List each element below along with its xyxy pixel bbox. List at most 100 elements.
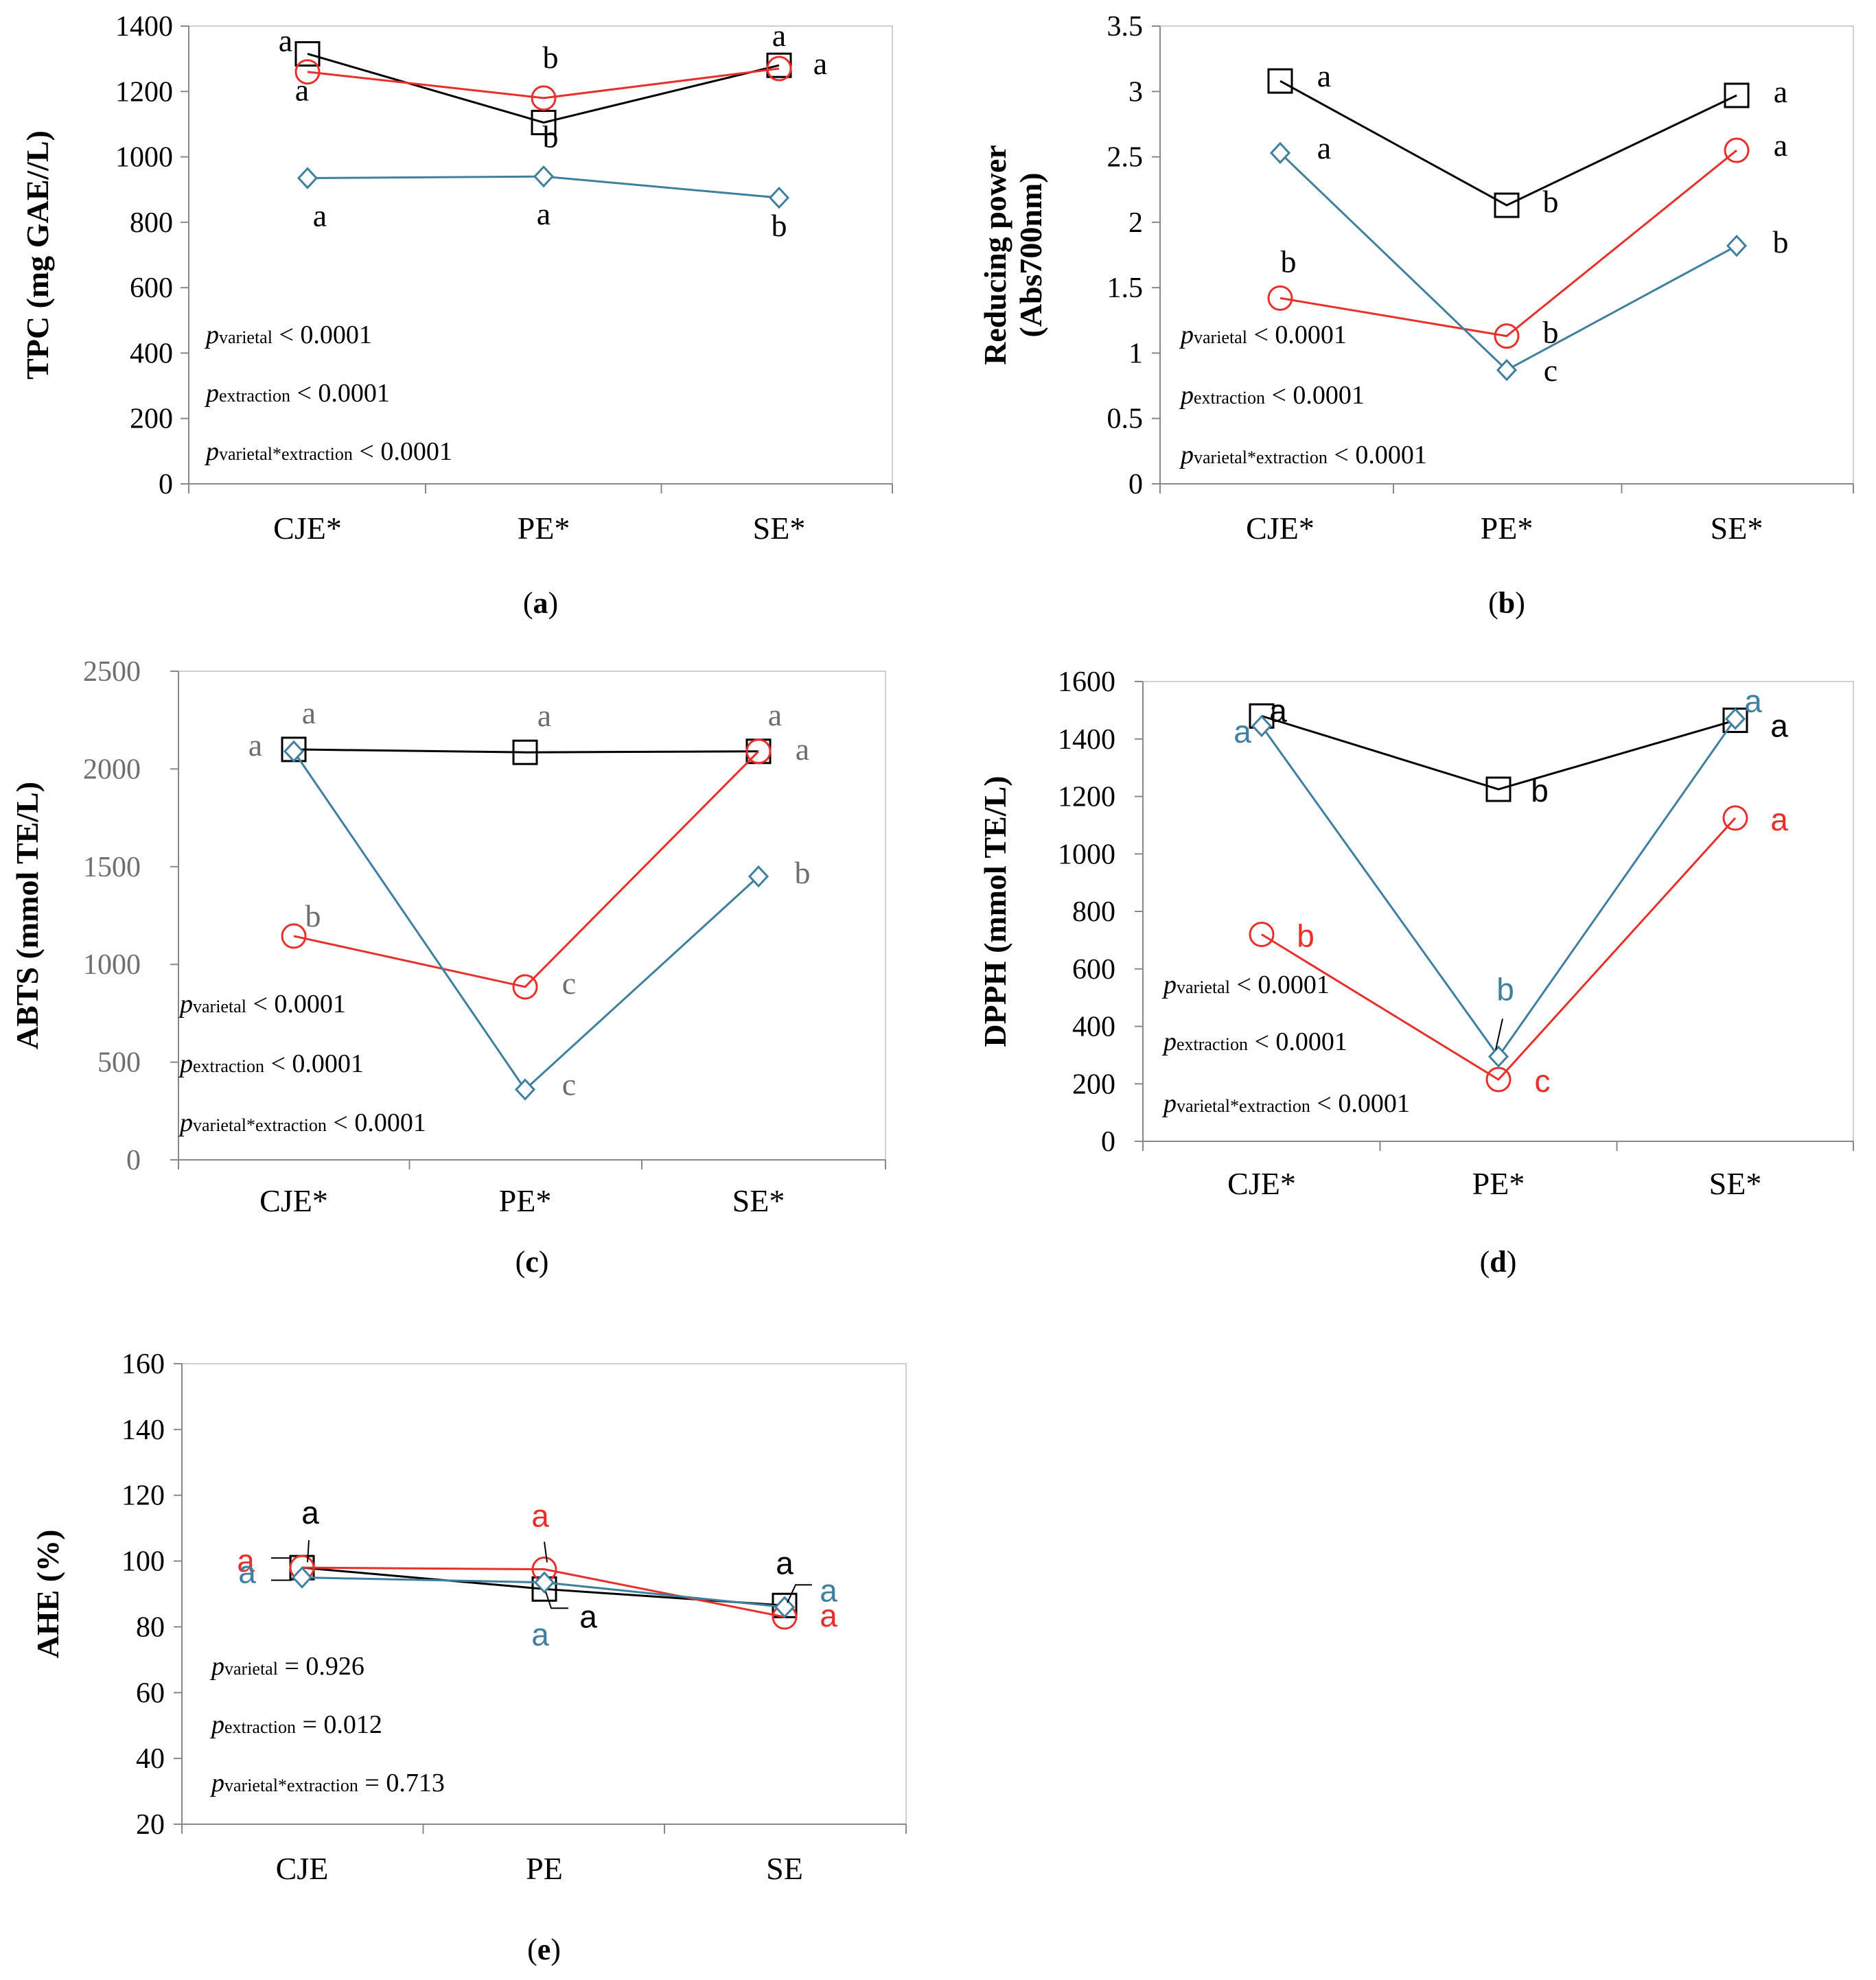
plot-frame	[1142, 681, 1854, 1142]
leader-line	[1495, 1018, 1503, 1050]
significance-letter: a	[820, 1598, 837, 1633]
panel-label: (d)	[1480, 1245, 1517, 1279]
data-point-circle	[1485, 1067, 1512, 1093]
series-line-red-circle	[1261, 817, 1737, 1081]
p-subscript: extraction	[1177, 1034, 1248, 1054]
p-symbol: p	[209, 1769, 224, 1797]
y-tick-label: 600	[130, 272, 173, 304]
p-value-annotation: pvarietal*extraction < 0.0001	[1179, 441, 1427, 469]
data-point-square	[1267, 68, 1293, 94]
y-axis-title-line2: (Abs700nm)	[1013, 172, 1048, 337]
x-category-label: CJE*	[259, 1183, 328, 1218]
p-subscript: varietal	[1194, 327, 1247, 347]
significance-letter: b	[1281, 244, 1297, 279]
series-line-red-circle	[301, 1566, 785, 1618]
significance-letter: a	[1317, 58, 1331, 93]
p-symbol: p	[178, 1108, 193, 1137]
p-value-annotation: pextraction < 0.0001	[1179, 381, 1365, 410]
chart-panel-a: 0 200 400 600 800 1000 1200 1400 CJE* PE* SE* TPC (…	[20, 11, 893, 620]
y-tick-label: 3	[1128, 76, 1143, 108]
significance-letter: a	[313, 198, 327, 233]
significance-letter: a	[772, 18, 786, 53]
y-tick-label: 1	[1128, 338, 1143, 369]
p-symbol: p	[1179, 441, 1194, 469]
y-axis-title: DPPH (mmol TE/L)	[977, 776, 1012, 1047]
y-tick-label: 2000	[83, 754, 141, 785]
y-tick-label: 0	[1128, 469, 1143, 500]
y-tick-label: 200	[1072, 1069, 1115, 1100]
panel-label-letter: a	[533, 586, 548, 620]
significance-letter: a	[237, 1543, 255, 1579]
p-value: < 0.0001	[1265, 381, 1365, 410]
significance-letter: b	[1496, 971, 1514, 1007]
data-point-diamond	[774, 1596, 796, 1618]
y-tick-label: 600	[1072, 954, 1115, 986]
x-category-label: CJE*	[273, 511, 342, 546]
x-category-label: SE*	[1709, 1166, 1762, 1201]
p-symbol: p	[1161, 970, 1177, 999]
significance-letter: a	[1770, 802, 1788, 837]
chart-panel-b: 0 0.5 1 1.5 2 2.5 3 3.5 CJE* PE* SE* Reducing power…	[977, 11, 1854, 620]
y-tick-label: 80	[136, 1611, 165, 1643]
data-point-square	[512, 739, 538, 765]
significance-letter: a	[279, 23, 292, 58]
y-tick-label: 1200	[115, 76, 173, 108]
p-value: < 0.0001	[327, 1108, 426, 1137]
significance-letter: b	[543, 40, 559, 75]
p-symbol: p	[1179, 381, 1194, 410]
p-value-annotation: pextraction = 0.012	[209, 1710, 382, 1739]
data-point-circle	[1249, 922, 1275, 947]
p-value-annotation: pvarietal*extraction < 0.0001	[1161, 1089, 1410, 1118]
x-category-label: PE	[526, 1851, 563, 1886]
p-value: < 0.0001	[1248, 1027, 1347, 1056]
panel-label-letter: d	[1490, 1245, 1506, 1279]
p-value: < 0.0001	[273, 321, 372, 349]
y-tick-label: 120	[121, 1480, 165, 1512]
significance-letter: a	[1774, 74, 1787, 109]
significance-letter: a	[537, 698, 551, 733]
data-point-square	[294, 40, 321, 67]
p-subscript: extraction	[224, 1717, 296, 1737]
y-tick-label: 400	[130, 338, 173, 369]
data-point-diamond	[1496, 358, 1518, 382]
p-symbol: p	[204, 321, 219, 349]
panel-label-close: )	[1507, 1245, 1517, 1279]
data-point-circle	[281, 923, 307, 949]
p-value-annotation: pvarietal < 0.0001	[1161, 970, 1330, 999]
x-category-label: SE*	[753, 511, 806, 546]
p-symbol: p	[1179, 321, 1194, 349]
data-point-diamond	[291, 1566, 313, 1589]
y-tick-label: 60	[136, 1677, 165, 1709]
x-category-label: SE	[766, 1851, 803, 1886]
y-tick-label: 0.5	[1107, 404, 1144, 435]
leader-line	[787, 1584, 812, 1603]
p-symbol: p	[178, 990, 193, 1018]
p-value: < 0.0001	[1247, 321, 1347, 349]
data-point-diamond	[533, 165, 555, 188]
significance-letter: b	[1543, 184, 1559, 219]
x-category-label: SE*	[732, 1183, 785, 1218]
p-value: < 0.0001	[353, 437, 452, 466]
significance-letter: a	[248, 727, 262, 762]
y-tick-label: 0	[126, 1145, 141, 1176]
p-value: < 0.0001	[290, 379, 390, 408]
series-line-black-square	[293, 748, 759, 754]
data-point-circle	[512, 974, 538, 1000]
x-category-label: CJE	[276, 1851, 329, 1886]
p-symbol: p	[209, 1652, 224, 1681]
y-tick-label: 1.5	[1107, 272, 1144, 304]
significance-letter: b	[543, 119, 559, 154]
significance-letter: a	[1770, 708, 1788, 744]
data-point-diamond	[768, 186, 790, 209]
x-category-label: SE*	[1711, 511, 1763, 546]
y-tick-label: 1000	[83, 949, 141, 981]
p-symbol: p	[209, 1710, 224, 1739]
significance-letter: b	[1543, 315, 1559, 350]
p-subscript: varietal*extraction	[219, 444, 353, 464]
panel-label: (c)	[516, 1245, 549, 1279]
data-point-square	[531, 110, 557, 136]
y-axis-title: AHE (%)	[30, 1530, 65, 1659]
significance-letter: a	[1774, 128, 1787, 163]
